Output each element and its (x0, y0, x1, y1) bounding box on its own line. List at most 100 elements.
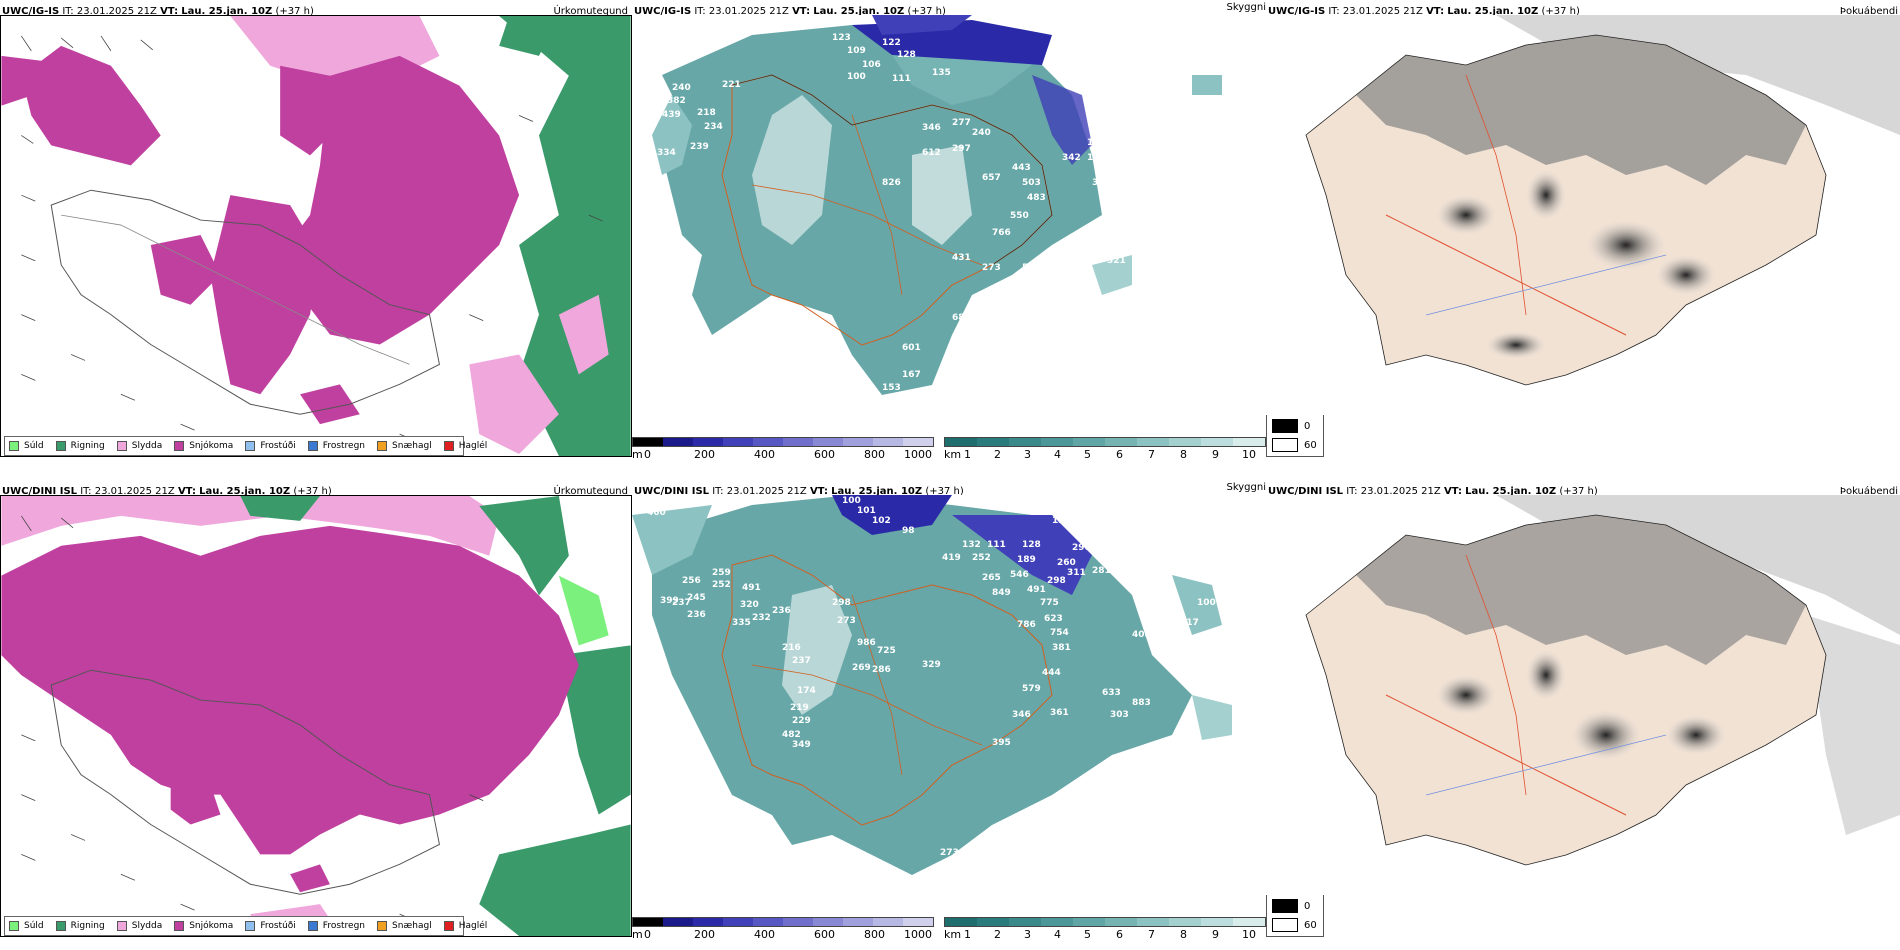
panel-title-cloud: Skyggni (1226, 2, 1266, 13)
model-name: UWC/DINI ISL (634, 486, 710, 497)
svg-text:141: 141 (1117, 98, 1136, 108)
cloudbase-colorbar: m 0 200 400 600 800 1000 (632, 917, 934, 941)
svg-text:349: 349 (792, 740, 811, 750)
legend-label: Rigning (70, 921, 105, 931)
panel-title-cloud: Skyggni (1226, 482, 1266, 493)
svg-text:320: 320 (740, 600, 759, 610)
svg-text:102: 102 (872, 516, 891, 526)
vt-label: VT: (792, 6, 811, 17)
forecast-row-bottom: UWC/DINI ISL IT: 23.01.2025 21Z VT: Lau.… (0, 480, 1900, 950)
svg-text:93: 93 (1127, 546, 1140, 556)
legend-item-rain: Rigning (55, 921, 105, 931)
fog-legend-top: 0 60 (1266, 413, 1324, 457)
precip-type-legend: Súld Rigning Slydda Snjókoma Frostúði Fr… (4, 436, 487, 456)
svg-text:399: 399 (660, 596, 679, 606)
svg-text:408: 408 (1132, 630, 1151, 640)
panel-title-precip: Úrkomutegund (553, 486, 628, 497)
precip-type-map (0, 495, 632, 937)
visibility-tick: 6 (1116, 928, 1123, 941)
legend-label: Frostregn (322, 921, 366, 931)
visibility-colorbar-gradient (944, 437, 1266, 447)
svg-text:237: 237 (792, 656, 811, 666)
visibility-unit: km (944, 928, 962, 941)
svg-text:503: 503 (1022, 178, 1041, 188)
svg-text:883: 883 (1132, 698, 1151, 708)
svg-text:297: 297 (952, 144, 971, 154)
cloudbase-unit: m (632, 928, 643, 941)
cloudbase-colorbar-gradient (632, 437, 934, 447)
legend-swatch (245, 441, 256, 451)
legend-label: Rigning (70, 441, 105, 451)
svg-text:281: 281 (1092, 566, 1111, 576)
svg-text:334: 334 (657, 148, 676, 158)
svg-text:116: 116 (1102, 538, 1121, 548)
fog-legend-bottom: 0 60 (1266, 893, 1324, 937)
legend-swatch (55, 441, 66, 451)
cloudbase-unit: m (632, 448, 643, 461)
legend-swatch (174, 921, 185, 931)
panel-header: UWC/IG-IS IT: 23.01.2025 21Z VT: Lau. 25… (1268, 6, 1580, 17)
legend-label: Haglél (458, 921, 488, 931)
svg-text:236: 236 (687, 610, 706, 620)
fog-legend-label: 0 (1304, 900, 1311, 912)
fog-legend-item: 0 (1272, 419, 1310, 433)
svg-text:491: 491 (1027, 585, 1046, 595)
svg-text:240: 240 (972, 128, 991, 138)
vt-label: VT: (160, 6, 179, 17)
legend-label: Haglél (458, 441, 488, 451)
svg-text:111: 111 (987, 540, 1006, 550)
svg-text:298: 298 (832, 598, 851, 608)
model-name: UWC/IG-IS (634, 6, 692, 17)
svg-text:128: 128 (1022, 540, 1041, 550)
svg-text:214: 214 (1192, 648, 1211, 658)
forecast-row-top: UWC/IG-IS IT: 23.01.2025 21Z VT: Lau. 25… (0, 0, 1900, 470)
legend-item-snow: Snjókoma (174, 441, 233, 451)
svg-text:335: 335 (732, 618, 751, 628)
svg-text:221: 221 (722, 80, 741, 90)
svg-text:633: 633 (1102, 688, 1121, 698)
svg-text:240: 240 (672, 83, 691, 93)
svg-text:265: 265 (982, 573, 1001, 583)
panel-header: UWC/DINI ISL IT: 23.01.2025 21Z VT: Lau.… (2, 486, 332, 497)
fog-index-map (1266, 15, 1900, 415)
model-name: UWC/DINI ISL (2, 486, 78, 497)
visibility-colorbar: km 1 2 3 4 5 6 7 8 9 10 (944, 437, 1266, 461)
legend-label: Frostúði (260, 921, 296, 931)
cloudbase-colorbar-gradient (632, 917, 934, 927)
svg-text:100: 100 (842, 496, 861, 506)
svg-text:269: 269 (852, 663, 871, 673)
legend-swatch (116, 441, 127, 451)
legend-label: Slydda (131, 441, 163, 451)
fog-legend-swatch (1272, 419, 1298, 433)
visibility-unit: km (944, 448, 962, 461)
lead-time: (+37 h) (1559, 486, 1598, 497)
svg-text:766: 766 (992, 228, 1011, 238)
svg-text:309: 309 (1152, 632, 1171, 642)
svg-text:273: 273 (940, 848, 959, 858)
svg-text:273: 273 (982, 263, 1001, 273)
svg-text:321: 321 (1107, 256, 1126, 266)
precip-type-map (0, 15, 632, 457)
svg-text:346: 346 (922, 123, 941, 133)
svg-text:148: 148 (1152, 208, 1171, 218)
svg-text:402: 402 (1102, 233, 1121, 243)
legend-swatch (55, 921, 66, 931)
svg-text:342: 342 (1062, 153, 1081, 163)
svg-text:346: 346 (1012, 710, 1031, 720)
visibility-tick: 5 (1084, 448, 1091, 461)
vt-value: Lau. 25.jan. 10Z (199, 486, 291, 497)
lead-time: (+37 h) (925, 486, 964, 497)
cloudbase-tick: 800 (864, 928, 885, 941)
legend-label: Frostúði (260, 441, 296, 451)
it-value: 23.01.2025 21Z (76, 6, 157, 17)
vt-label: VT: (809, 486, 828, 497)
svg-text:290: 290 (1072, 543, 1091, 553)
fog-legend-swatch (1272, 899, 1298, 913)
vt-label: VT: (1443, 486, 1462, 497)
it-value: 23.01.2025 21Z (94, 486, 175, 497)
svg-text:685: 685 (952, 313, 971, 323)
vt-value: Lau. 25.jan. 10Z (813, 6, 905, 17)
it-label: IT: (1346, 486, 1358, 497)
cloudbase-tick: 200 (694, 448, 715, 461)
legend-swatch (116, 921, 127, 931)
